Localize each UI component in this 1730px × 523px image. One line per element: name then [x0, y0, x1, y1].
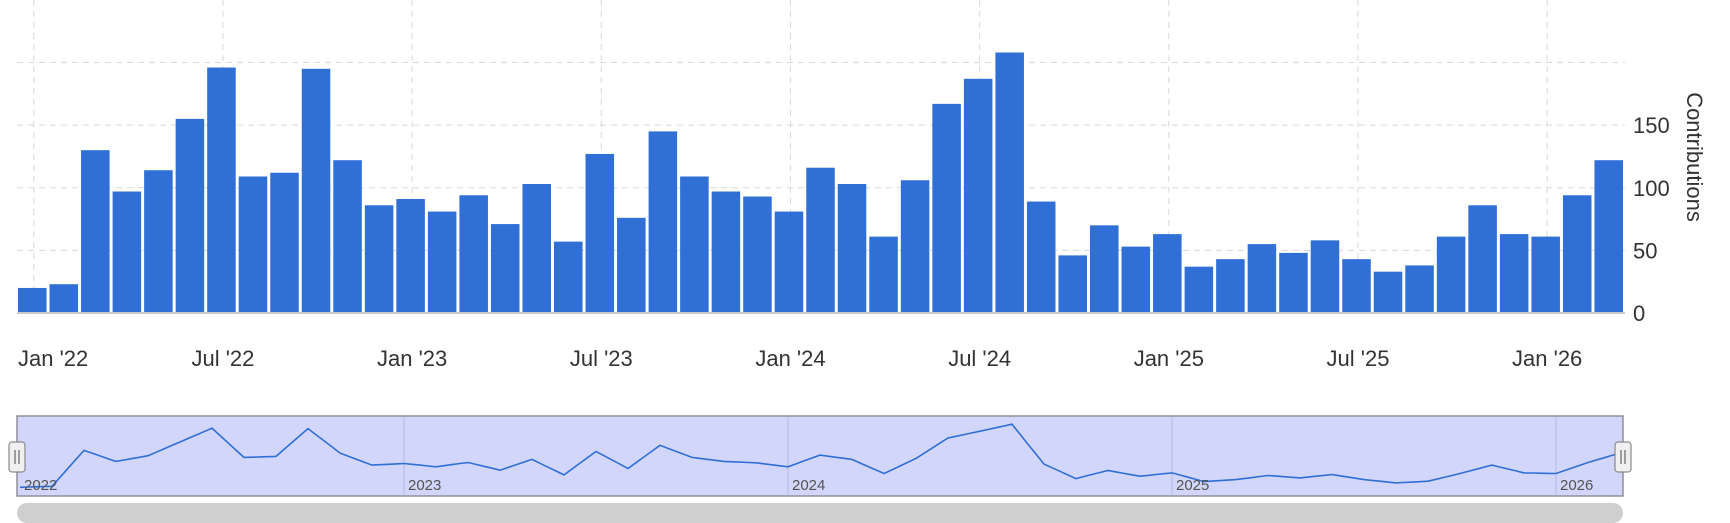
- navigator-year-dividers: [403, 417, 1557, 495]
- bar-2024-05: [900, 180, 930, 313]
- x-tick-label: Jul '23: [570, 346, 633, 371]
- bar-2024-04: [869, 236, 898, 313]
- navigator-year-label: 2026: [1560, 477, 1593, 494]
- bar-2026-03: [1594, 160, 1623, 313]
- bar-2025-12: [1499, 234, 1529, 313]
- x-tick-label: Jul '25: [1327, 346, 1390, 371]
- x-tick-label: Jan '23: [377, 346, 447, 371]
- bar-2024-11: [1090, 225, 1119, 313]
- bar-2025-07: [1342, 259, 1371, 313]
- bar-2024-07: [963, 78, 993, 313]
- y-axis-ticks: 0 50 100 150: [1633, 113, 1670, 326]
- bar-2025-09: [1405, 265, 1434, 313]
- bar-2025-06: [1310, 240, 1340, 313]
- navigator-year-label: 2025: [1176, 477, 1209, 494]
- y-axis-label: Contributions: [1682, 92, 1707, 222]
- navigator-year-label: 2023: [408, 477, 441, 494]
- bar-2023-10: [680, 176, 709, 313]
- x-tick-label: Jan '26: [1512, 346, 1582, 371]
- bar-2022-12: [364, 205, 394, 313]
- bar-2023-01: [396, 199, 425, 313]
- bar-2024-03: [837, 184, 867, 313]
- bar-series: [18, 52, 1623, 313]
- navigator[interactable]: 2022 2023 2024 2025 2026: [8, 415, 1632, 497]
- y-tick-label: 0: [1633, 301, 1645, 326]
- bar-2022-10: [301, 68, 331, 313]
- bar-2026-02: [1562, 195, 1592, 313]
- x-tick-label: Jan '25: [1134, 346, 1204, 371]
- navigator-left-handle[interactable]: [8, 441, 26, 473]
- y-tick-label: 150: [1633, 113, 1670, 138]
- bar-2023-02: [427, 211, 457, 313]
- bar-2022-05: [144, 170, 173, 313]
- bar-2024-02: [806, 167, 835, 313]
- bar-2022-09: [270, 172, 299, 313]
- navigator-scrollbar[interactable]: [17, 503, 1623, 523]
- navigator-year-labels: 2022 2023 2024 2025 2026: [24, 477, 1593, 494]
- bar-2025-05: [1279, 252, 1308, 313]
- bar-2023-05: [522, 184, 551, 313]
- bar-2024-10: [1058, 255, 1087, 313]
- bar-2025-02: [1184, 266, 1214, 313]
- bar-2025-01: [1153, 234, 1182, 313]
- x-tick-label: Jul '22: [191, 346, 254, 371]
- bar-2022-02: [49, 284, 79, 313]
- bar-2023-03: [459, 195, 488, 313]
- navigator-year-label: 2022: [24, 477, 57, 494]
- bar-2023-09: [648, 131, 678, 313]
- bar-2022-07: [207, 67, 236, 313]
- bar-2025-08: [1373, 271, 1403, 313]
- bar-2022-06: [175, 118, 205, 313]
- navigator-selection[interactable]: [16, 415, 1624, 497]
- x-tick-label: Jan '24: [755, 346, 825, 371]
- x-tick-label: Jul '24: [948, 346, 1011, 371]
- bar-2025-10: [1436, 236, 1466, 313]
- bar-2022-04: [112, 191, 142, 313]
- bar-2023-12: [743, 196, 772, 313]
- bar-2023-11: [711, 191, 741, 313]
- bar-2025-03: [1216, 259, 1245, 313]
- bar-2026-01: [1531, 236, 1560, 313]
- bar-2024-06: [932, 103, 961, 313]
- bar-2023-06: [554, 241, 583, 313]
- bar-2024-12: [1121, 246, 1151, 313]
- bar-2022-03: [81, 150, 110, 313]
- y-tick-label: 100: [1633, 176, 1670, 201]
- bar-2022-01: [18, 287, 47, 313]
- navigator-year-label: 2024: [792, 477, 825, 494]
- bar-2023-08: [617, 217, 646, 313]
- x-tick-label: Jan '22: [18, 346, 88, 371]
- y-tick-label: 50: [1633, 238, 1657, 263]
- bar-2023-04: [490, 224, 520, 313]
- bar-2024-09: [1026, 201, 1056, 313]
- bar-2022-11: [333, 160, 362, 313]
- bar-2024-08: [995, 52, 1024, 313]
- navigator-right-handle[interactable]: [1614, 441, 1632, 473]
- bar-2025-04: [1247, 244, 1277, 313]
- navigator-series-line: [19, 423, 1621, 489]
- x-axis-ticks: Jan '22 Jul '22 Jan '23 Jul '23 Jan '24 Jul '…: [18, 346, 1582, 371]
- bar-2024-01: [774, 211, 804, 313]
- bar-2023-07: [585, 153, 615, 313]
- bar-2025-11: [1468, 205, 1497, 313]
- bar-2022-08: [238, 176, 268, 313]
